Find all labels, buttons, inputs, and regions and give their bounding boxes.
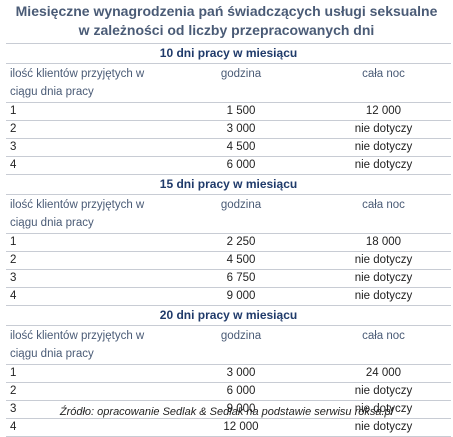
column-header-clients: ilość klientów przyjętych w ciągu dnia p… <box>10 199 145 229</box>
table-row: 1 3 000 24 000 <box>6 365 451 383</box>
table-row: 3 4 500 nie dotyczy <box>6 139 451 157</box>
cell-clients: 4 <box>10 290 17 302</box>
cell-hour: 3 000 <box>226 123 256 135</box>
cell-night: nie dotyczy <box>354 290 413 302</box>
cell-night: nie dotyczy <box>354 385 413 397</box>
cell-hour: 3 000 <box>226 367 256 379</box>
cell-hour: 9 000 <box>226 290 256 302</box>
cell-hour: 12 000 <box>223 421 259 433</box>
column-header-hour: godzina <box>220 199 262 211</box>
table-row: 4 6 000 nie dotyczy <box>6 157 451 175</box>
cell-night: nie dotyczy <box>354 421 413 433</box>
cell-night: 12 000 <box>365 105 402 117</box>
column-header-hour: godzina <box>220 330 262 342</box>
cell-clients: 4 <box>10 421 17 433</box>
cell-clients: 4 <box>10 159 17 171</box>
cell-night: nie dotyczy <box>354 123 413 135</box>
cell-night: nie dotyczy <box>354 141 413 153</box>
section-heading: 10 dni pracy w miesiącu <box>6 44 451 64</box>
cell-night: nie dotyczy <box>354 272 413 284</box>
column-header-clients: ilość klientów przyjętych w ciągu dnia p… <box>10 330 145 360</box>
source-note: Źródło: opracowanie Sedlak & Sedlak na p… <box>59 406 394 418</box>
cell-night: 18 000 <box>365 236 402 248</box>
table-row: 3 6 750 nie dotyczy <box>6 270 451 288</box>
section-heading: 20 dni pracy w miesiącu <box>6 306 451 326</box>
cell-clients: 1 <box>10 236 17 248</box>
table-row: 4 12 000 nie dotyczy <box>6 419 451 437</box>
cell-clients: 2 <box>10 123 17 135</box>
table-row: 1 1 500 12 000 <box>6 103 451 121</box>
section-heading: 15 dni pracy w miesiącu <box>6 175 451 195</box>
column-header-night: cała noc <box>362 199 405 211</box>
cell-hour: 2 250 <box>226 236 256 248</box>
cell-clients: 3 <box>10 272 17 284</box>
cell-clients: 2 <box>10 254 17 266</box>
column-header-night: cała noc <box>362 330 405 342</box>
column-header-row: ilość klientów przyjętych w ciągu dnia p… <box>6 326 451 365</box>
cell-night: nie dotyczy <box>354 403 413 415</box>
cell-clients: 1 <box>10 105 17 117</box>
column-header-row: ilość klientów przyjętych w ciągu dnia p… <box>6 64 451 103</box>
column-header-night: cała noc <box>362 68 405 80</box>
cell-night: 24 000 <box>365 367 402 379</box>
title-line-1: Miesięczne wynagrodzenia pań świadczącyc… <box>15 3 438 19</box>
table-row: 3 9 000 nie dotyczy <box>6 401 451 419</box>
table-row: 2 4 500 nie dotyczy <box>6 252 451 270</box>
column-header-hour: godzina <box>220 68 262 80</box>
cell-night: nie dotyczy <box>354 254 413 266</box>
cell-clients: 3 <box>10 141 17 153</box>
title-line-2: w zależności od liczby przepracowanych d… <box>78 22 375 38</box>
cell-hour: 9 000 <box>226 403 256 415</box>
cell-clients: 3 <box>10 403 17 415</box>
column-header-clients: ilość klientów przyjętych w ciągu dnia p… <box>10 68 145 98</box>
table-row: 1 2 250 18 000 <box>6 234 451 252</box>
table-row: 2 3 000 nie dotyczy <box>6 121 451 139</box>
cell-clients: 2 <box>10 385 17 397</box>
cell-clients: 1 <box>10 367 17 379</box>
document-title: Miesięczne wynagrodzenia pań świadczącyc… <box>0 0 453 40</box>
table-row: 4 9 000 nie dotyczy <box>6 288 451 306</box>
wage-table: 10 dni pracy w miesiącu ilość klientów p… <box>6 43 451 437</box>
cell-hour: 6 000 <box>226 385 256 397</box>
cell-hour: 4 500 <box>226 141 256 153</box>
cell-hour: 6 000 <box>226 159 256 171</box>
cell-hour: 1 500 <box>226 105 256 117</box>
cell-hour: 4 500 <box>226 254 256 266</box>
cell-hour: 6 750 <box>226 272 256 284</box>
column-header-row: ilość klientów przyjętych w ciągu dnia p… <box>6 195 451 234</box>
cell-night: nie dotyczy <box>354 159 413 171</box>
table-row: 2 6 000 nie dotyczy <box>6 383 451 401</box>
